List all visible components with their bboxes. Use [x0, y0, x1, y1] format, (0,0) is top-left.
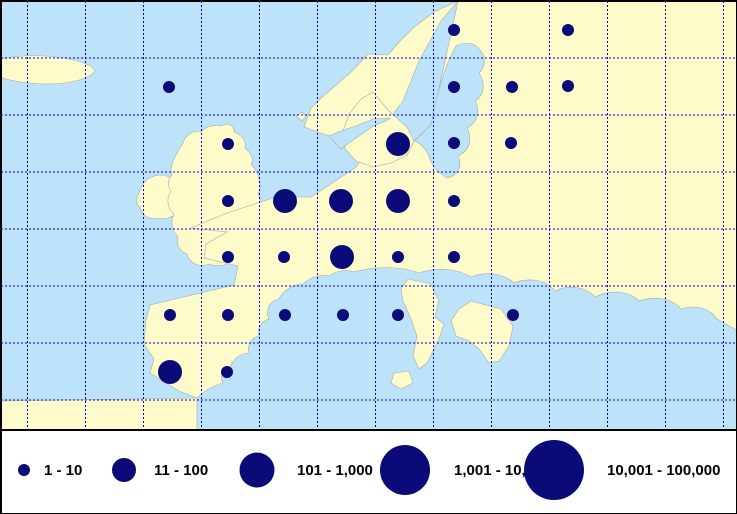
- svg-text:11 - 100: 11 - 100: [154, 462, 208, 479]
- svg-text:101 - 1,000: 101 - 1,000: [297, 462, 373, 479]
- svg-text:1 - 10: 1 - 10: [44, 462, 82, 479]
- svg-text:10,001 - 100,000: 10,001 - 100,000: [607, 462, 720, 479]
